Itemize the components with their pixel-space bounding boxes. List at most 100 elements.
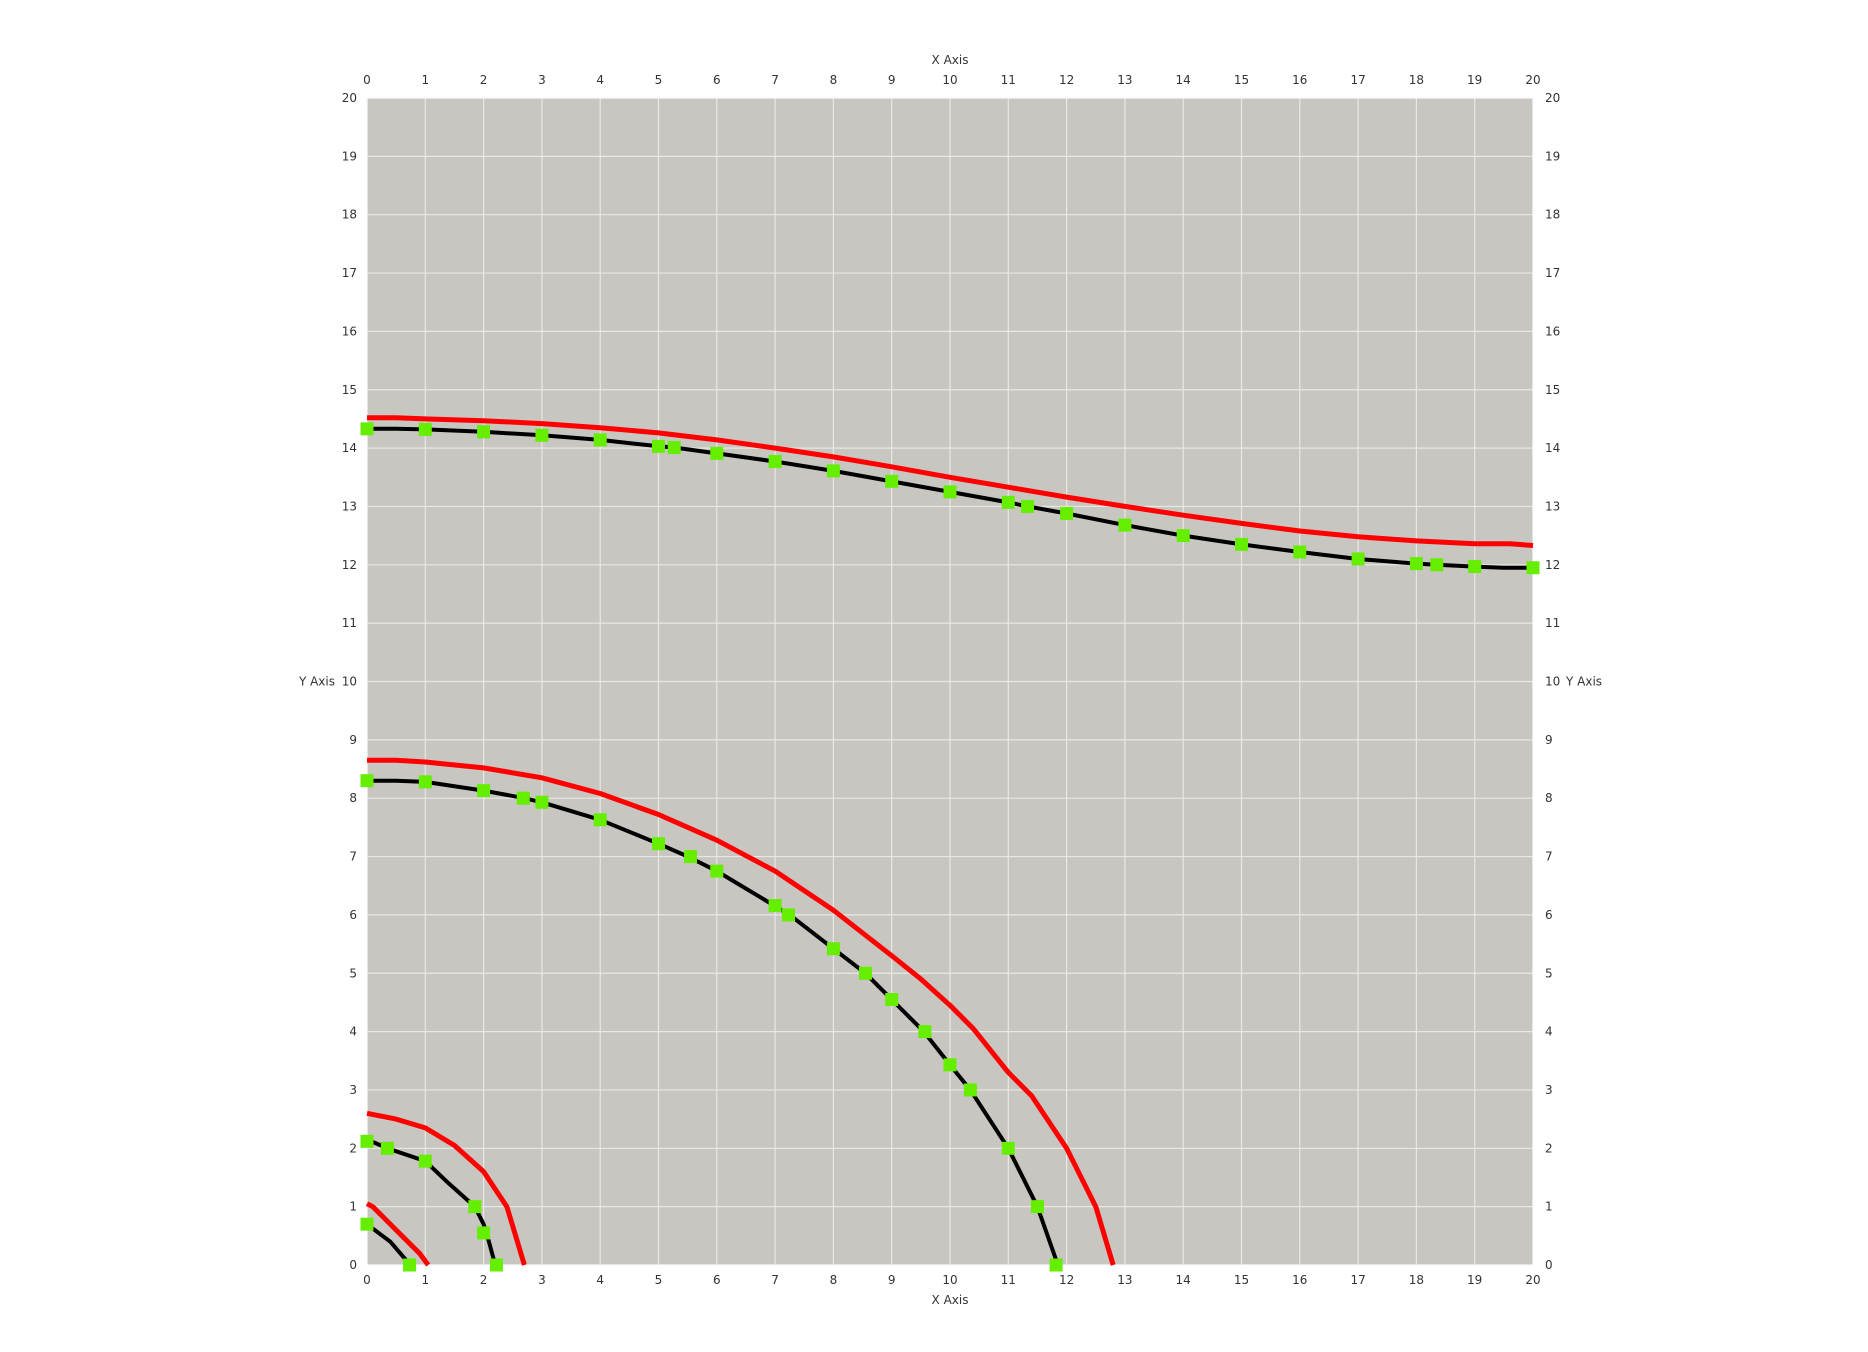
data-marker xyxy=(477,425,491,439)
data-marker xyxy=(782,908,796,922)
data-marker xyxy=(535,428,549,442)
y-tick-label-left: 4 xyxy=(349,1025,357,1039)
y-tick-label-right: 18 xyxy=(1545,208,1560,222)
data-marker xyxy=(918,1025,932,1039)
data-marker xyxy=(360,1217,374,1231)
data-marker xyxy=(1001,1141,1015,1155)
x-axis-title-top: X Axis xyxy=(932,53,969,67)
x-tick-label-bottom: 4 xyxy=(596,1273,604,1287)
x-tick-label-bottom: 16 xyxy=(1292,1273,1307,1287)
x-tick-label-top: 3 xyxy=(538,73,546,87)
y-tick-label-left: 19 xyxy=(342,149,357,163)
data-marker xyxy=(1235,537,1248,551)
data-marker xyxy=(360,774,374,788)
x-tick-label-top: 18 xyxy=(1409,73,1424,87)
data-marker xyxy=(858,966,872,980)
x-tick-label-top: 11 xyxy=(1001,73,1016,87)
markers xyxy=(360,422,1540,1272)
y-tick-label-left: 3 xyxy=(349,1083,357,1097)
y-tick-label-right: 0 xyxy=(1545,1258,1553,1272)
y-tick-label-left: 20 xyxy=(342,91,357,105)
y-tick-label-left: 9 xyxy=(349,733,357,747)
data-marker xyxy=(667,441,681,455)
data-marker xyxy=(593,433,607,447)
data-marker xyxy=(360,422,374,436)
y-tick-label-left: 2 xyxy=(349,1141,357,1155)
data-marker xyxy=(535,795,549,809)
data-marker xyxy=(710,446,724,460)
data-marker xyxy=(885,993,899,1007)
y-tick-label-left: 6 xyxy=(349,908,357,922)
plot-border xyxy=(366,97,1534,1266)
y-tick-label-left: 18 xyxy=(342,208,357,222)
x-tick-label-bottom: 20 xyxy=(1525,1273,1540,1287)
x-tick-label-top: 7 xyxy=(771,73,779,87)
data-marker xyxy=(684,850,698,864)
data-marker xyxy=(477,1226,491,1240)
y-tick-label-right: 8 xyxy=(1545,791,1553,805)
y-axis-title-left: Y Axis xyxy=(298,675,335,689)
data-marker xyxy=(1409,557,1423,571)
data-marker xyxy=(1030,1200,1044,1214)
y-tick-label-left: 11 xyxy=(342,616,357,630)
y-tick-label-left: 5 xyxy=(349,966,357,980)
x-tick-label-bottom: 5 xyxy=(655,1273,663,1287)
x-tick-label-bottom: 7 xyxy=(771,1273,779,1287)
y-tick-label-left: 12 xyxy=(342,558,357,572)
data-marker xyxy=(418,1154,432,1168)
data-marker xyxy=(710,864,724,878)
x-tick-label-bottom: 3 xyxy=(538,1273,546,1287)
red-series-line xyxy=(366,1110,527,1266)
x-tick-label-bottom: 10 xyxy=(942,1273,957,1287)
y-tick-label-right: 12 xyxy=(1545,558,1560,572)
y-tick-label-right: 10 xyxy=(1545,675,1560,689)
data-marker xyxy=(477,784,491,798)
y-tick-label-right: 16 xyxy=(1545,324,1560,338)
y-tick-label-left: 0 xyxy=(349,1258,357,1272)
data-marker xyxy=(489,1258,503,1272)
data-marker xyxy=(652,837,665,851)
tick-labels: 0011223344556677889910101111121213131414… xyxy=(342,73,1561,1287)
y-tick-label-right: 7 xyxy=(1545,850,1553,864)
y-tick-label-left: 17 xyxy=(342,266,357,280)
x-tick-label-bottom: 11 xyxy=(1001,1273,1016,1287)
x-tick-label-bottom: 9 xyxy=(888,1273,896,1287)
x-tick-label-top: 6 xyxy=(713,73,721,87)
data-marker xyxy=(418,422,432,436)
x-tick-label-top: 12 xyxy=(1059,73,1074,87)
x-tick-label-top: 9 xyxy=(888,73,896,87)
y-tick-label-right: 9 xyxy=(1545,733,1553,747)
data-marker xyxy=(1468,560,1482,574)
y-tick-label-right: 1 xyxy=(1545,1200,1553,1214)
data-marker xyxy=(826,464,840,478)
x-axis-title-bottom: X Axis xyxy=(932,1293,969,1307)
y-tick-label-left: 16 xyxy=(342,324,357,338)
x-tick-label-bottom: 14 xyxy=(1176,1273,1191,1287)
x-tick-label-top: 19 xyxy=(1467,73,1482,87)
y-tick-label-left: 15 xyxy=(342,383,357,397)
data-marker xyxy=(1118,518,1132,532)
data-marker xyxy=(1060,506,1074,520)
x-tick-label-bottom: 2 xyxy=(480,1273,488,1287)
data-marker xyxy=(360,1134,374,1148)
data-marker xyxy=(1021,499,1035,513)
data-marker xyxy=(1001,495,1015,509)
data-marker xyxy=(963,1083,977,1097)
data-marker xyxy=(468,1200,482,1214)
y-tick-label-right: 5 xyxy=(1545,966,1553,980)
x-tick-label-bottom: 18 xyxy=(1409,1273,1424,1287)
x-tick-label-top: 8 xyxy=(830,73,838,87)
black-series-line xyxy=(367,426,1533,570)
x-tick-label-bottom: 8 xyxy=(830,1273,838,1287)
data-marker xyxy=(768,899,782,913)
data-marker xyxy=(943,1058,957,1072)
y-tick-label-right: 4 xyxy=(1545,1025,1553,1039)
y-tick-label-left: 1 xyxy=(349,1200,357,1214)
y-tick-label-left: 10 xyxy=(342,675,357,689)
x-tick-label-top: 2 xyxy=(480,73,488,87)
data-marker xyxy=(768,455,782,469)
x-tick-label-top: 14 xyxy=(1176,73,1191,87)
x-tick-label-top: 17 xyxy=(1350,73,1365,87)
y-tick-label-left: 14 xyxy=(342,441,357,455)
